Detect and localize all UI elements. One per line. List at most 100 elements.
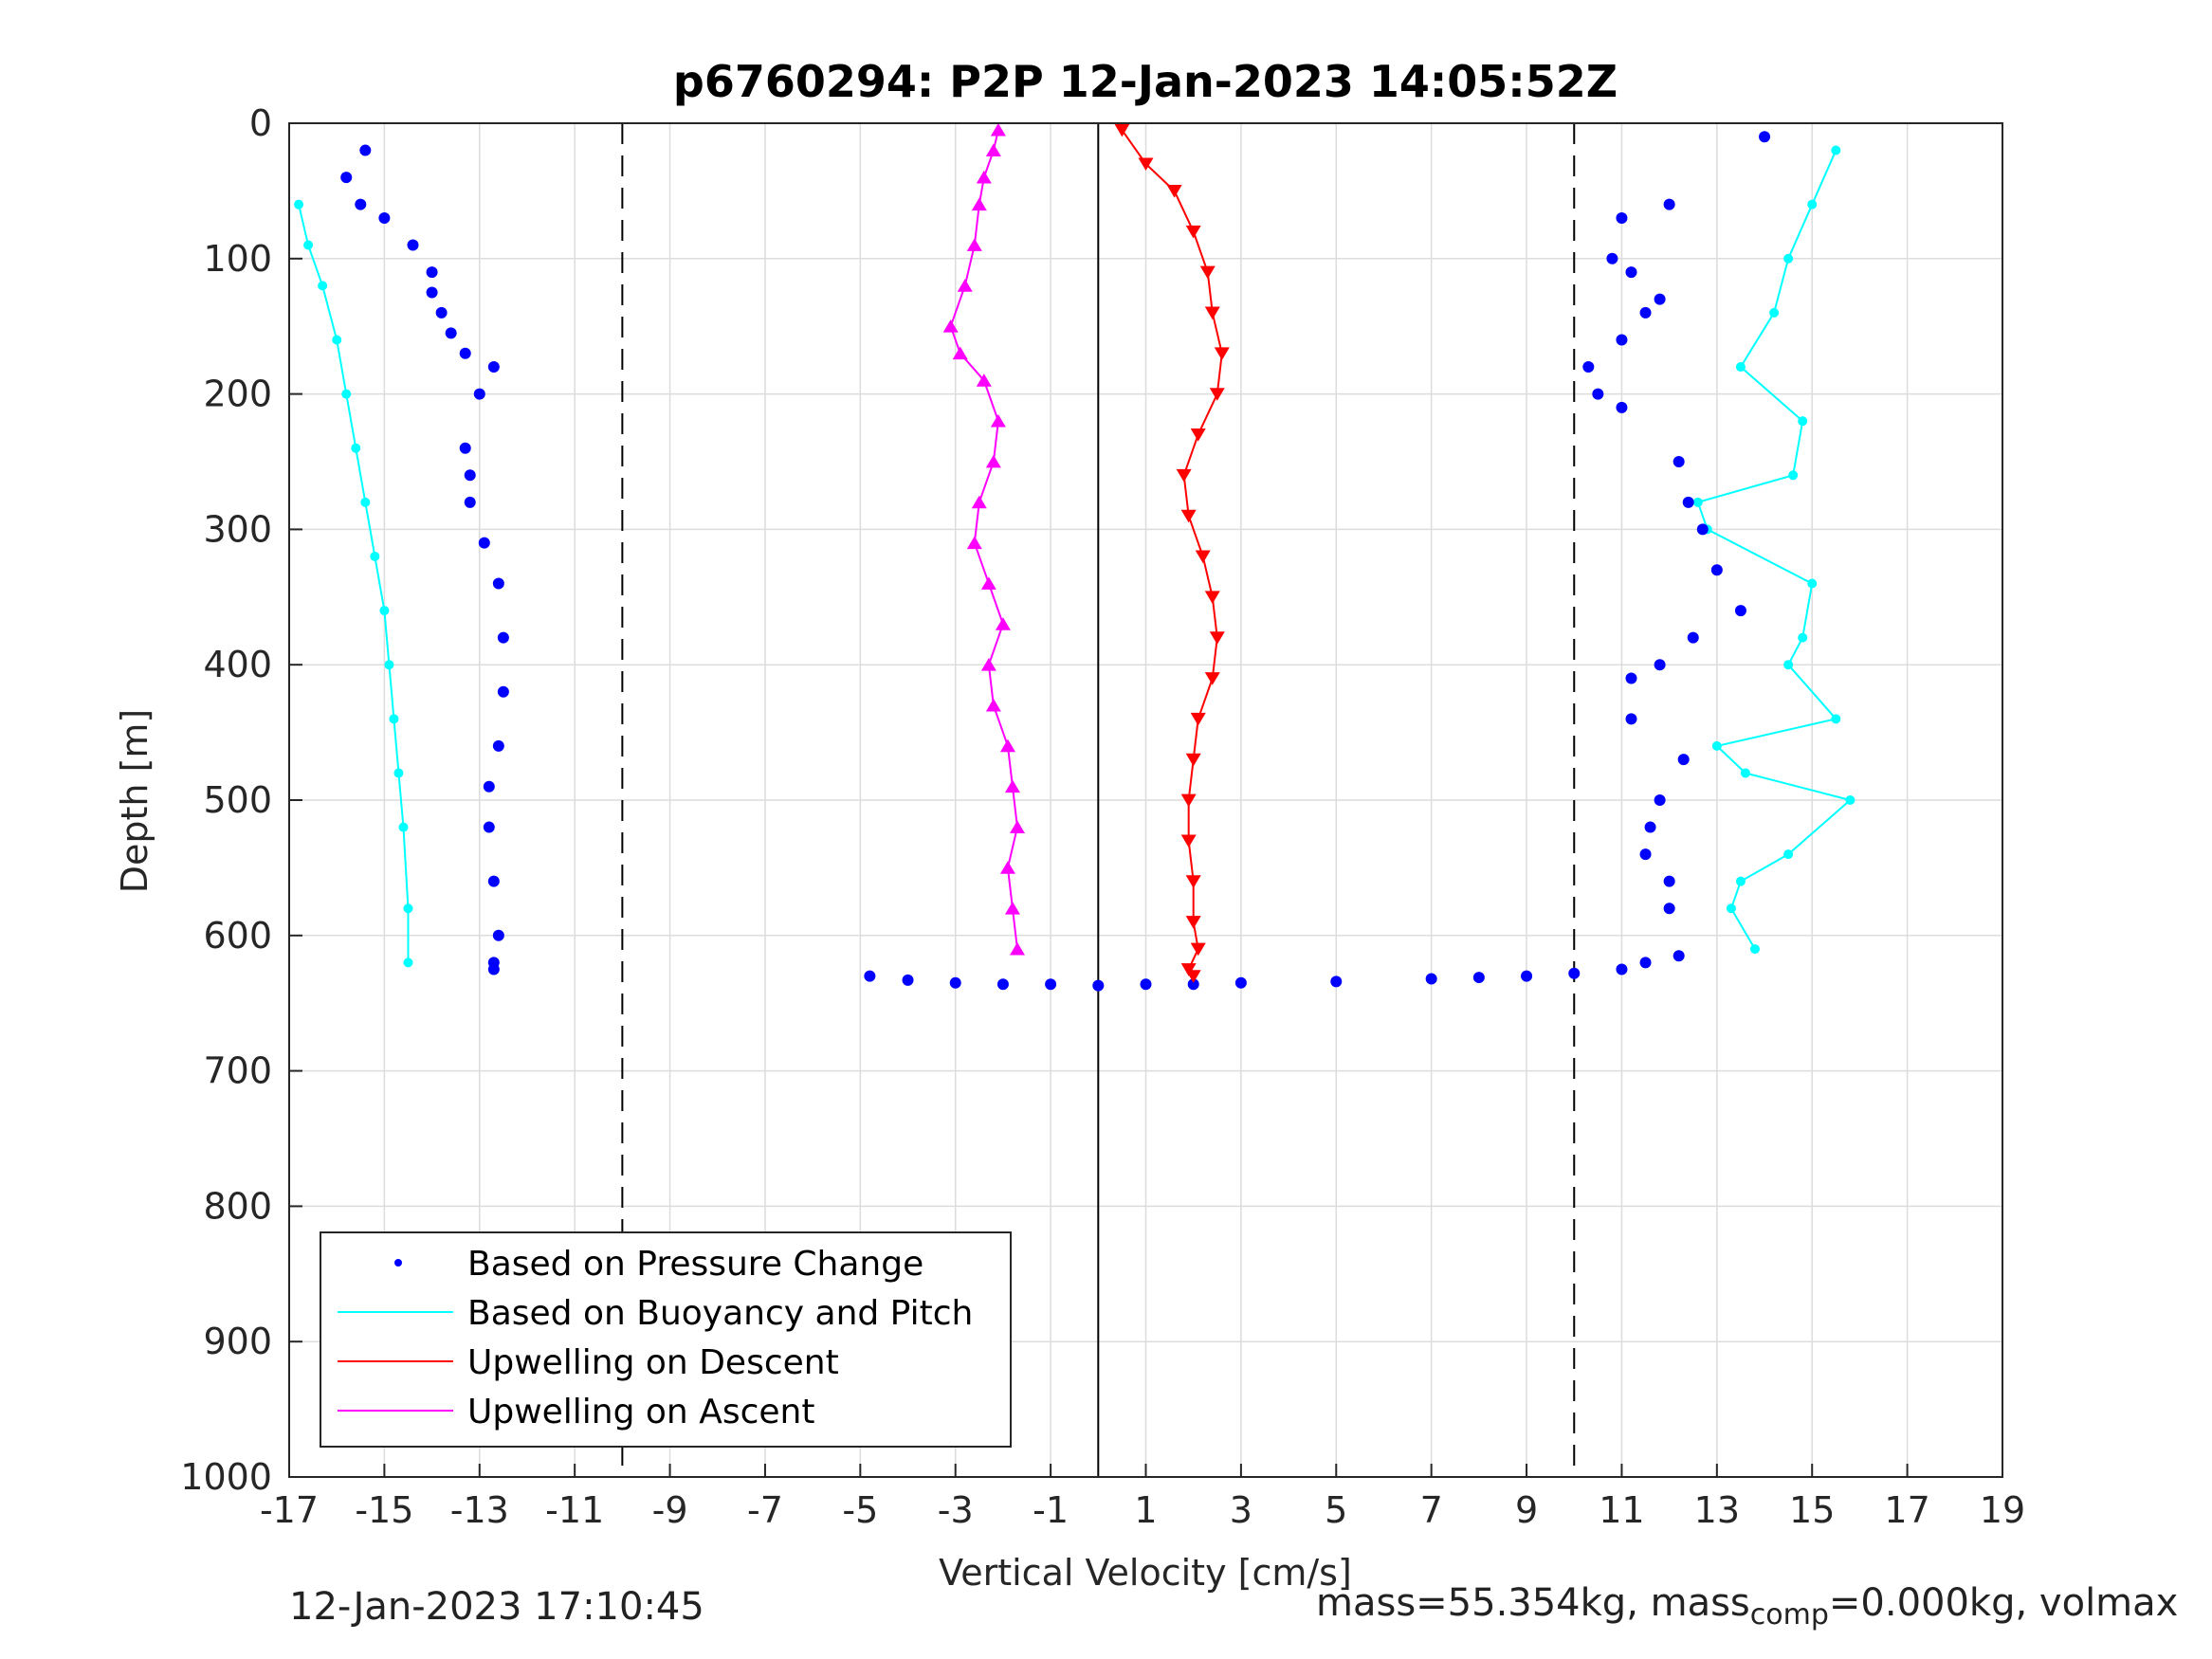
buoyancy-point xyxy=(1845,795,1856,805)
buoyancy-point xyxy=(1807,578,1818,589)
pressure-point xyxy=(1663,875,1675,887)
ascent-upwelling-point xyxy=(985,143,1001,156)
ascent-upwelling-point xyxy=(980,658,996,671)
buoyancy-point xyxy=(1788,470,1799,481)
buoyancy-point xyxy=(379,606,390,616)
descent-upwelling-point xyxy=(1204,306,1220,320)
pressure-point xyxy=(1616,334,1628,346)
x-tick-label: -13 xyxy=(450,1489,509,1531)
y-tick-label: 600 xyxy=(203,915,272,957)
legend-label: Upwelling on Ascent xyxy=(467,1393,814,1431)
pressure-point xyxy=(1606,252,1618,264)
pressure-point xyxy=(1234,976,1247,989)
chart-title: p6760294: P2P 12-Jan-2023 14:05:52Z xyxy=(673,56,1618,107)
x-tick-label: 5 xyxy=(1325,1489,1347,1531)
pressure-point xyxy=(1092,979,1105,992)
pressure-point xyxy=(1592,388,1604,400)
ascent-upwelling-point xyxy=(976,374,992,387)
buoyancy-point xyxy=(1783,849,1794,860)
x-tick-label: -7 xyxy=(747,1489,783,1531)
pressure-point xyxy=(478,537,490,549)
x-axis-label: Vertical Velocity [cm/s] xyxy=(939,1552,1352,1594)
y-tick-label: 500 xyxy=(203,779,272,821)
buoyancy-point xyxy=(1783,660,1794,670)
pressure-point xyxy=(1582,361,1595,374)
buoyancy-point xyxy=(318,281,328,291)
pressure-point xyxy=(378,211,391,224)
descent-upwelling-point xyxy=(1114,123,1130,137)
ascent-upwelling-point xyxy=(999,738,1015,753)
buoyancy-point xyxy=(351,443,361,453)
descent-upwelling-point xyxy=(1209,631,1225,645)
mass-suffix: =0.000kg, volmax xyxy=(1828,1581,2179,1625)
buoyancy-point xyxy=(332,335,342,345)
buoyancy-point xyxy=(393,768,404,778)
pressure-point xyxy=(435,306,448,319)
pressure-point xyxy=(483,821,495,833)
descent-upwelling-point xyxy=(1166,185,1182,198)
descent-upwelling-point xyxy=(1176,468,1192,483)
ascent-upwelling-point xyxy=(995,617,1011,630)
pressure-point xyxy=(996,978,1009,991)
buoyancy-point xyxy=(294,199,304,210)
pressure-point xyxy=(1654,293,1666,305)
descent-upwelling-point xyxy=(1190,712,1206,726)
pressure-point xyxy=(1654,659,1666,671)
pressure-point xyxy=(487,875,500,887)
descent-upwelling-point xyxy=(1185,225,1201,239)
buoyancy-point xyxy=(1740,768,1750,778)
pressure-point xyxy=(1639,957,1652,969)
pressure-point xyxy=(1045,978,1057,991)
buoyancy-point xyxy=(384,660,394,670)
y-tick-label: 700 xyxy=(203,1050,272,1092)
legend-label: Upwelling on Descent xyxy=(467,1343,839,1382)
pressure-point xyxy=(487,963,500,975)
data-series xyxy=(294,123,1856,992)
pressure-point xyxy=(459,347,471,359)
pressure-point xyxy=(1616,211,1628,224)
buoyancy-point xyxy=(403,957,413,968)
descent-upwelling-point xyxy=(1209,388,1225,401)
ascent-upwelling-point xyxy=(976,170,992,184)
ascent-upwelling-point xyxy=(971,495,987,509)
pressure-point xyxy=(1521,970,1533,982)
descent-upwelling-point xyxy=(1214,347,1230,360)
descent-upwelling-point xyxy=(1199,265,1216,280)
descent-upwelling-point xyxy=(1185,916,1201,929)
x-tick-label: -9 xyxy=(652,1489,688,1531)
pressure-point xyxy=(1616,401,1628,413)
pressure-point xyxy=(359,144,372,156)
ascent-upwelling-point xyxy=(957,279,973,292)
pressure-point xyxy=(1687,631,1699,644)
legend-label: Based on Buoyancy and Pitch xyxy=(467,1294,973,1333)
buoyancy-point xyxy=(1711,740,1722,751)
buoyancy-point xyxy=(1798,416,1808,427)
descent-upwelling-point xyxy=(1180,509,1197,523)
y-tick-label: 900 xyxy=(203,1321,272,1362)
ascent-upwelling-point xyxy=(952,346,968,360)
buoyancy-point xyxy=(1735,362,1746,373)
pressure-point xyxy=(1425,973,1437,985)
pressure-point xyxy=(340,172,353,184)
x-tick-label: 17 xyxy=(1884,1489,1929,1531)
ascent-upwelling-point xyxy=(966,536,982,550)
descent-upwelling-point xyxy=(1195,550,1211,564)
descent-upwelling-point xyxy=(1185,970,1201,983)
pressure-point xyxy=(1625,266,1637,279)
legend-label: Based on Pressure Change xyxy=(467,1245,923,1284)
pressure-point xyxy=(1663,198,1675,210)
pressure-point xyxy=(1673,456,1685,467)
pressure-point xyxy=(1677,754,1690,766)
descent-upwelling-point xyxy=(1180,963,1197,976)
pressure-point xyxy=(1140,978,1152,991)
mass-prefix: mass=55.354kg, mass xyxy=(1316,1581,1750,1625)
buoyancy-point xyxy=(403,903,413,914)
buoyancy-point xyxy=(389,714,399,724)
buoyancy-point xyxy=(1798,632,1808,643)
buoyancy-point xyxy=(1726,903,1736,914)
x-tick-label: -15 xyxy=(355,1489,413,1531)
buoyancy-point xyxy=(1831,145,1841,155)
ascent-upwelling-point xyxy=(971,197,987,211)
x-tick-label: -3 xyxy=(938,1489,974,1531)
pressure-point xyxy=(497,631,509,644)
